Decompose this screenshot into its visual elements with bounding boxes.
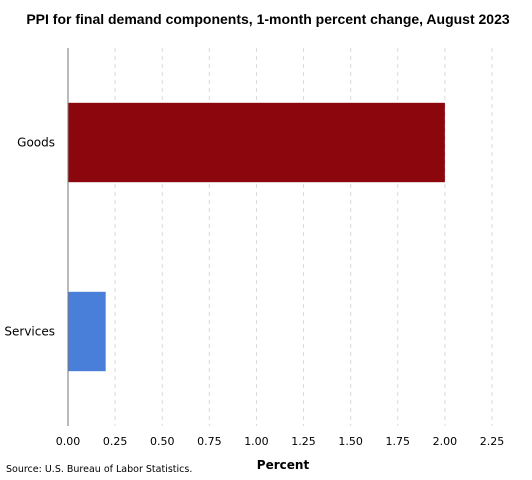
x-tick-label: 1.00 — [244, 435, 269, 448]
x-tick-label: 0.50 — [150, 435, 175, 448]
category-labels: Goods Services — [4, 136, 55, 339]
bars — [68, 102, 445, 372]
x-tick-label: 0.00 — [56, 435, 81, 448]
x-tick-label: 0.25 — [103, 435, 128, 448]
source-note: Source: U.S. Bureau of Labor Statistics. — [6, 464, 192, 475]
category-label-goods: Goods — [17, 136, 55, 150]
category-label-services: Services — [4, 325, 55, 339]
bar-goods — [68, 102, 445, 183]
grid-lines — [114, 48, 493, 426]
x-tick-label: 0.75 — [197, 435, 222, 448]
x-tick-labels: 0.00 0.25 0.50 0.75 1.00 1.25 1.50 1.75 2.00 2.25 — [56, 435, 505, 448]
x-tick-label: 2.00 — [433, 435, 458, 448]
x-axis-title: Percent — [257, 458, 310, 472]
x-tick-label: 1.50 — [338, 435, 363, 448]
x-tick-label: 2.25 — [480, 435, 505, 448]
bar-services — [68, 291, 106, 372]
x-tick-label: 1.25 — [291, 435, 316, 448]
x-tick-label: 1.75 — [386, 435, 411, 448]
chart-title: PPI for final demand components, 1-month… — [26, 11, 510, 27]
